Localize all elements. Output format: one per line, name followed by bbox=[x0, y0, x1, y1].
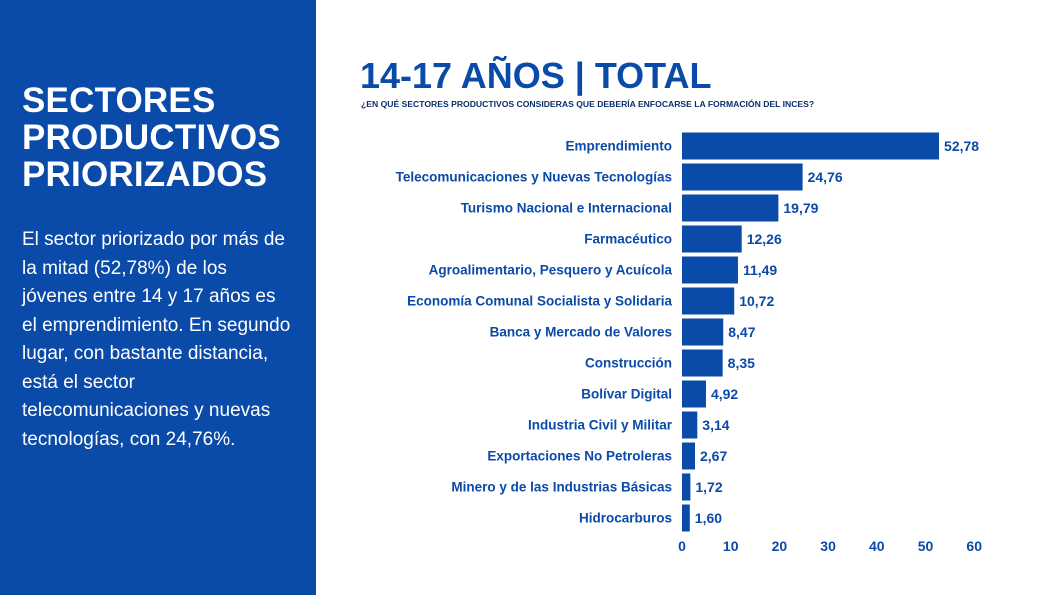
value-label: 24,76 bbox=[808, 169, 843, 185]
bar bbox=[682, 132, 940, 160]
category-label: Exportaciones No Petroleras bbox=[487, 449, 672, 464]
bar bbox=[682, 163, 803, 191]
sidebar-title: SECTORES PRODUCTIVOS PRIORIZADOS bbox=[22, 82, 312, 193]
category-label: Industria Civil y Militar bbox=[528, 418, 673, 433]
x-tick-label: 50 bbox=[918, 538, 934, 554]
sidebar-title-line: PRIORIZADOS bbox=[22, 155, 268, 194]
sidebar-panel: SECTORES PRODUCTIVOS PRIORIZADOS El sect… bbox=[0, 0, 316, 595]
value-label: 3,14 bbox=[702, 417, 729, 433]
x-tick-label: 40 bbox=[869, 538, 885, 554]
category-label: Telecomunicaciones y Nuevas Tecnologías bbox=[396, 170, 672, 185]
category-label: Hidrocarburos bbox=[579, 511, 672, 526]
bar bbox=[682, 380, 706, 408]
category-label: Turismo Nacional e Internacional bbox=[461, 201, 672, 216]
sidebar-title-line: SECTORES bbox=[22, 81, 216, 120]
bar bbox=[682, 504, 690, 532]
x-tick-label: 10 bbox=[723, 538, 739, 554]
x-tick-label: 60 bbox=[966, 538, 982, 554]
bar bbox=[682, 225, 742, 253]
bar bbox=[682, 318, 724, 346]
category-label: Emprendimiento bbox=[565, 139, 672, 154]
x-tick-label: 0 bbox=[678, 538, 686, 554]
category-label: Minero y de las Industrias Básicas bbox=[451, 480, 672, 495]
value-label: 19,79 bbox=[783, 200, 818, 216]
value-label: 8,35 bbox=[728, 355, 755, 371]
value-label: 2,67 bbox=[700, 448, 727, 464]
survey-question: ¿EN QUÉ SECTORES PRODUCTIVOS CONSIDERAS … bbox=[361, 99, 815, 109]
value-label: 1,60 bbox=[695, 510, 722, 526]
category-label: Bolívar Digital bbox=[581, 387, 672, 402]
bar-chart: Emprendimiento 52,78 Telecomunicaciones y … bbox=[396, 132, 982, 554]
category-label: Construcción bbox=[585, 356, 672, 371]
bar bbox=[682, 442, 696, 470]
bar bbox=[682, 256, 738, 284]
category-label: Banca y Mercado de Valores bbox=[490, 325, 672, 340]
value-label: 8,47 bbox=[728, 324, 755, 340]
value-label: 10,72 bbox=[739, 293, 774, 309]
page-title: 14-17 AÑOS | TOTAL bbox=[360, 55, 712, 96]
category-label: Farmacéutico bbox=[584, 232, 672, 247]
category-label: Economía Comunal Socialista y Solidaria bbox=[407, 294, 672, 309]
x-tick-label: 20 bbox=[772, 538, 788, 554]
bar bbox=[682, 287, 735, 315]
bar bbox=[682, 194, 779, 222]
category-label: Agroalimentario, Pesquero y Acuícola bbox=[429, 263, 673, 278]
bar bbox=[682, 411, 698, 439]
bar bbox=[682, 349, 723, 377]
sidebar-title-line: PRODUCTIVOS bbox=[22, 118, 281, 157]
value-label: 12,26 bbox=[747, 231, 782, 247]
bar bbox=[682, 473, 691, 501]
sidebar-description: El sector priorizado por más de la mitad… bbox=[22, 229, 291, 450]
value-label: 52,78 bbox=[944, 138, 979, 154]
value-label: 11,49 bbox=[743, 262, 777, 278]
x-tick-label: 30 bbox=[820, 538, 836, 554]
value-label: 1,72 bbox=[695, 479, 722, 495]
value-label: 4,92 bbox=[711, 386, 738, 402]
